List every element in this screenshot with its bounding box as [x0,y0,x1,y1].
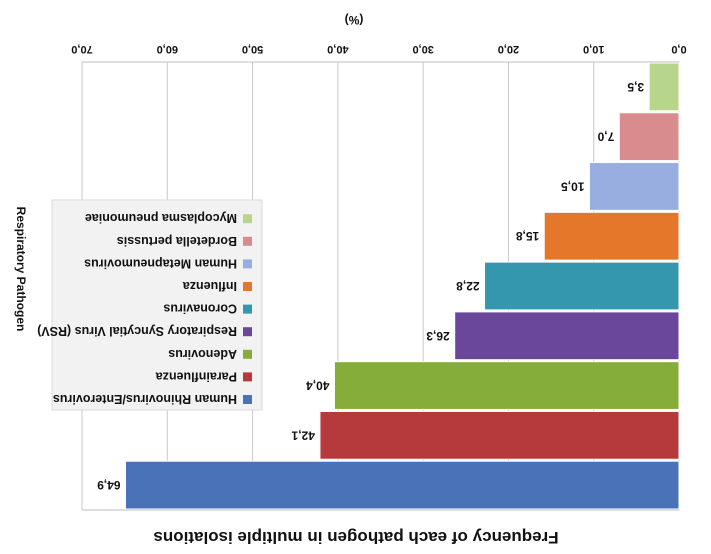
bar-value-label: 15,8 [516,229,540,243]
legend-label: Coronavirus [163,302,237,316]
bar-value-label: 3,5 [627,80,644,94]
bar [648,62,680,112]
x-axis-ticks: 0,0 10,0 20,0 30,0 40,0 50,0 60,0 70,0 [71,43,686,55]
bar [588,162,680,211]
legend-swatch [243,372,252,382]
x-tick-label: 20,0 [498,43,519,55]
legend-label: Adenovirus [168,347,237,361]
bar [333,361,680,410]
legend-label: Respiratory Syncytial Virus (RSV) [37,324,237,338]
legend-label: Human Metapneumovirus [84,256,237,270]
legend-label: Human Rhinovirus/Enterovirus [53,392,237,406]
legend-label: Influenza [182,279,237,293]
chart-title: Frequency of each pathogen in multiple i… [153,528,558,547]
legend-swatch [243,327,252,337]
bar-value-label: 7,0 [597,130,614,144]
bar [319,410,680,460]
legend: Human Rhinovirus/Enterovirus Parainfluenz… [37,199,263,411]
legend-swatch [243,304,252,314]
x-tick-label: 0,0 [671,43,686,55]
bar-value-label: 42,1 [291,428,315,442]
x-tick-label: 50,0 [242,43,263,55]
bar [454,311,680,361]
bar [618,112,680,162]
x-tick-label: 40,0 [327,43,348,55]
bar-value-label: 26,3 [426,329,450,343]
y-axis-label: Respiratory Pathogen [14,207,28,332]
legend-swatch [243,259,252,269]
bar [543,211,680,261]
bar [124,460,680,510]
legend-box [51,199,263,411]
legend-swatch [243,214,252,224]
legend-label: Parainfluenza [155,369,237,383]
legend-swatch [243,282,252,291]
bars [124,62,680,510]
x-tick-label: 70,0 [71,43,92,55]
legend-swatch [243,236,252,246]
legend-label: Bordetella pertussis [117,234,237,248]
bar-value-label: 40,4 [306,379,330,393]
x-tick-label: 30,0 [412,43,433,55]
legend-label: Mycoplasma pneumoniae [85,211,237,225]
bar-value-label: 64,9 [97,478,121,492]
x-axis-label: (%) [345,13,364,27]
data-labels: 64,9 42,1 40,4 26,3 22,8 15,8 10,5 7,0 3,5 [97,80,644,492]
bar-value-label: 22,8 [456,279,480,293]
legend-swatch [243,349,252,359]
x-tick-label: 10,0 [583,43,604,55]
bar-value-label: 10,5 [561,179,585,193]
bar [484,261,680,311]
x-tick-label: 60,0 [157,43,178,55]
legend-swatch [243,395,252,404]
